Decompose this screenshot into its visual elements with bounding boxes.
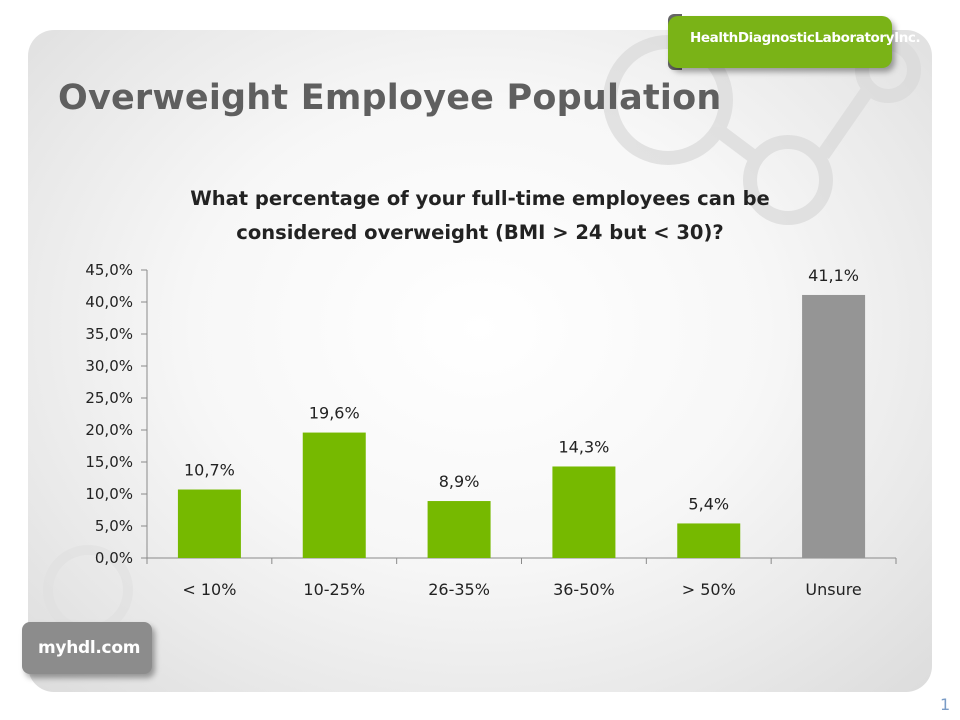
bar-6 bbox=[802, 294, 866, 558]
data-label: 41,1% bbox=[808, 266, 859, 285]
myhdl-logo bbox=[22, 622, 152, 674]
x-category-label: > 50% bbox=[682, 580, 736, 599]
bar-2 bbox=[302, 432, 366, 558]
bar-4 bbox=[552, 466, 616, 558]
data-label: 8,9% bbox=[439, 472, 480, 491]
y-tick-label: 5,0% bbox=[95, 517, 133, 535]
y-tick-label: 35,0% bbox=[85, 325, 133, 343]
y-tick-label: 25,0% bbox=[85, 389, 133, 407]
hdl-logo-text: HealthDiagnosticLaboratoryInc. bbox=[690, 30, 921, 46]
data-label: 10,7% bbox=[184, 461, 235, 480]
x-category-label: Unsure bbox=[805, 580, 861, 599]
y-tick-label: 10,0% bbox=[85, 485, 133, 503]
bar-5 bbox=[677, 523, 741, 558]
data-label: 14,3% bbox=[559, 437, 610, 456]
page-number: 1 bbox=[940, 695, 951, 714]
y-tick-label: 15,0% bbox=[85, 453, 133, 471]
hdl-logo bbox=[668, 16, 892, 68]
y-tick-label: 0,0% bbox=[95, 549, 133, 567]
y-tick-label: 40,0% bbox=[85, 293, 133, 311]
x-category-label: 26-35% bbox=[428, 580, 490, 599]
bar-1 bbox=[177, 489, 241, 558]
x-category-label: < 10% bbox=[182, 580, 236, 599]
myhdl-logo-text: myhdl.com bbox=[38, 638, 141, 658]
data-label: 5,4% bbox=[688, 494, 729, 513]
x-category-label: 10-25% bbox=[303, 580, 365, 599]
chart-title: What percentage of your full-time employ… bbox=[190, 187, 770, 244]
bar-3 bbox=[427, 501, 491, 558]
y-tick-label: 45,0% bbox=[85, 261, 133, 279]
y-tick-label: 20,0% bbox=[85, 421, 133, 439]
x-category-label: 36-50% bbox=[553, 580, 615, 599]
data-label: 19,6% bbox=[309, 404, 360, 423]
slide-background bbox=[28, 30, 932, 692]
slide-title: Overweight Employee Population bbox=[58, 78, 722, 118]
y-tick-label: 30,0% bbox=[85, 357, 133, 375]
